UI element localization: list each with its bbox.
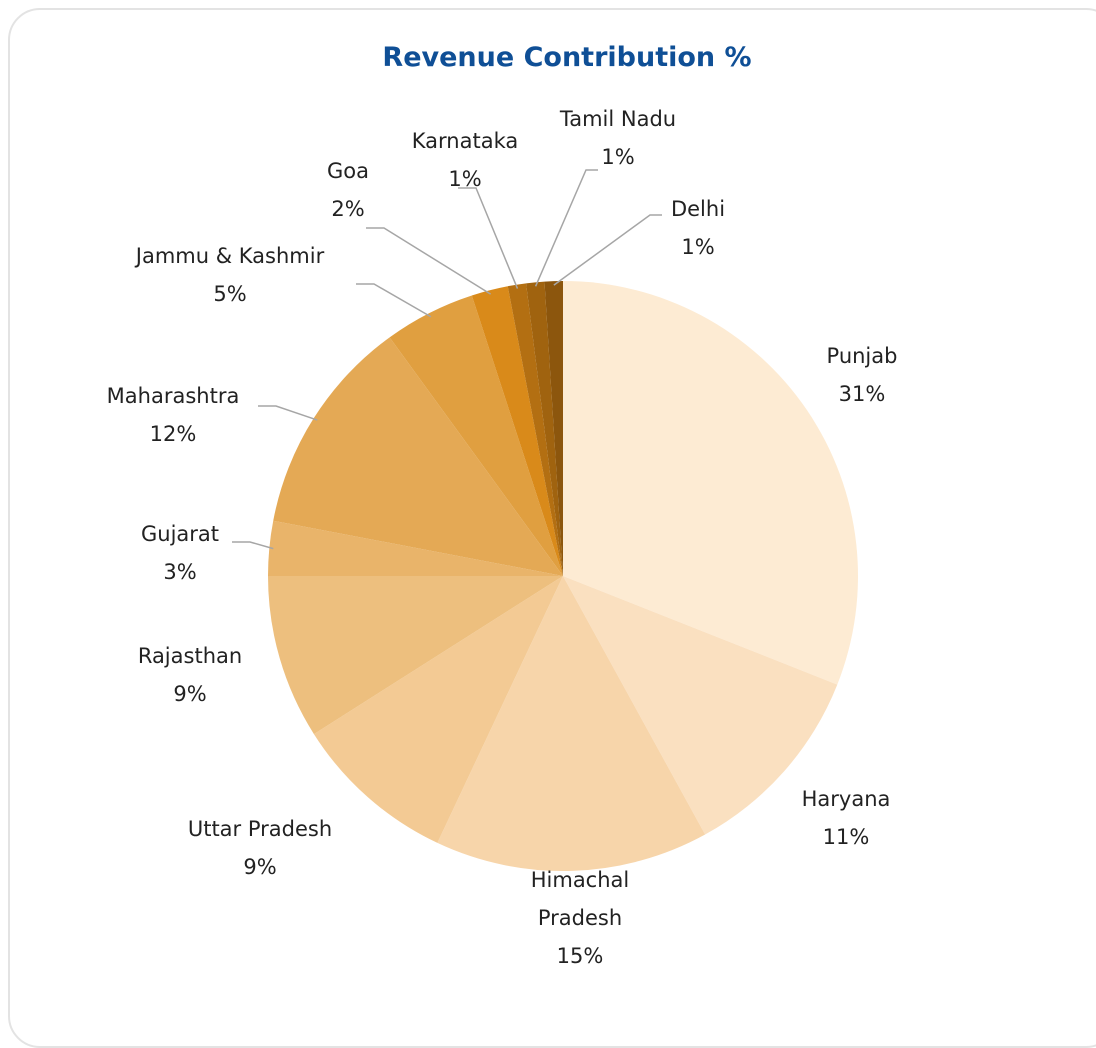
- category-label: Maharashtra: [106, 384, 240, 408]
- pie-slice: [268, 576, 563, 735]
- slice-label: Tamil Nadu 1%: [560, 100, 676, 176]
- leader-line: [258, 405, 318, 421]
- pie-slice: [268, 520, 563, 576]
- slice-label: Gujarat 3%: [141, 515, 219, 591]
- category-label: Goa: [327, 159, 369, 183]
- category-label: Punjab: [826, 344, 898, 368]
- leader-line: [232, 541, 274, 550]
- pie-slice: [544, 281, 563, 576]
- pie-slice: [471, 286, 563, 576]
- leader-line: [366, 227, 492, 295]
- value-label: 9%: [173, 682, 207, 706]
- slice-label: Himachal Pradesh 15%: [505, 861, 655, 975]
- value-label: 1%: [681, 235, 715, 259]
- slice-label: Goa 2%: [327, 152, 369, 228]
- leader-line: [458, 187, 519, 289]
- pie-slice: [389, 295, 563, 576]
- slice-label: Rajasthan 9%: [138, 637, 242, 713]
- category-label: Jammu & Kashmir: [135, 244, 325, 268]
- value-label: 11%: [822, 825, 870, 849]
- pie-slice: [507, 283, 563, 576]
- page: {"chart_data": {"type": "pie", "title": …: [8, 8, 1096, 1048]
- pie-slice: [563, 576, 838, 835]
- pie-slice: [526, 281, 563, 576]
- slice-label: Karnataka 1%: [412, 122, 518, 198]
- pie-slice: [563, 281, 858, 685]
- leader-line: [553, 214, 662, 286]
- category-label: Delhi: [670, 197, 726, 221]
- value-label: 9%: [243, 855, 277, 879]
- value-label: 2%: [331, 197, 365, 221]
- category-label: Himachal Pradesh: [530, 868, 630, 930]
- category-label: Karnataka: [411, 129, 519, 153]
- category-label: Tamil Nadu: [559, 107, 677, 131]
- pie-slice: [313, 576, 563, 843]
- pie-slice: [273, 337, 563, 576]
- category-label: Rajasthan: [137, 644, 243, 668]
- value-label: 15%: [556, 944, 604, 968]
- slice-label: Uttar Pradesh 9%: [188, 810, 332, 886]
- leader-line: [356, 283, 432, 318]
- category-label: Uttar Pradesh: [187, 817, 333, 841]
- slice-label: Maharashtra 12%: [107, 377, 240, 453]
- value-label: 1%: [448, 167, 482, 191]
- chart-title: Revenue Contribution %: [382, 42, 752, 73]
- value-label: 31%: [838, 382, 886, 406]
- category-label: Haryana: [801, 787, 891, 811]
- slice-label: Haryana 11%: [802, 780, 891, 856]
- value-label: 1%: [601, 145, 635, 169]
- value-label: 3%: [163, 560, 197, 584]
- slice-label: Punjab 31%: [827, 337, 898, 413]
- chart: [232, 169, 858, 871]
- slice-label: Jammu & Kashmir 5%: [136, 237, 324, 313]
- leader-line: [534, 169, 598, 287]
- value-label: 5%: [213, 282, 247, 306]
- pie-slice: [437, 576, 706, 871]
- slice-label: Delhi 1%: [671, 190, 725, 266]
- value-label: 12%: [149, 422, 197, 446]
- category-label: Gujarat: [140, 522, 220, 546]
